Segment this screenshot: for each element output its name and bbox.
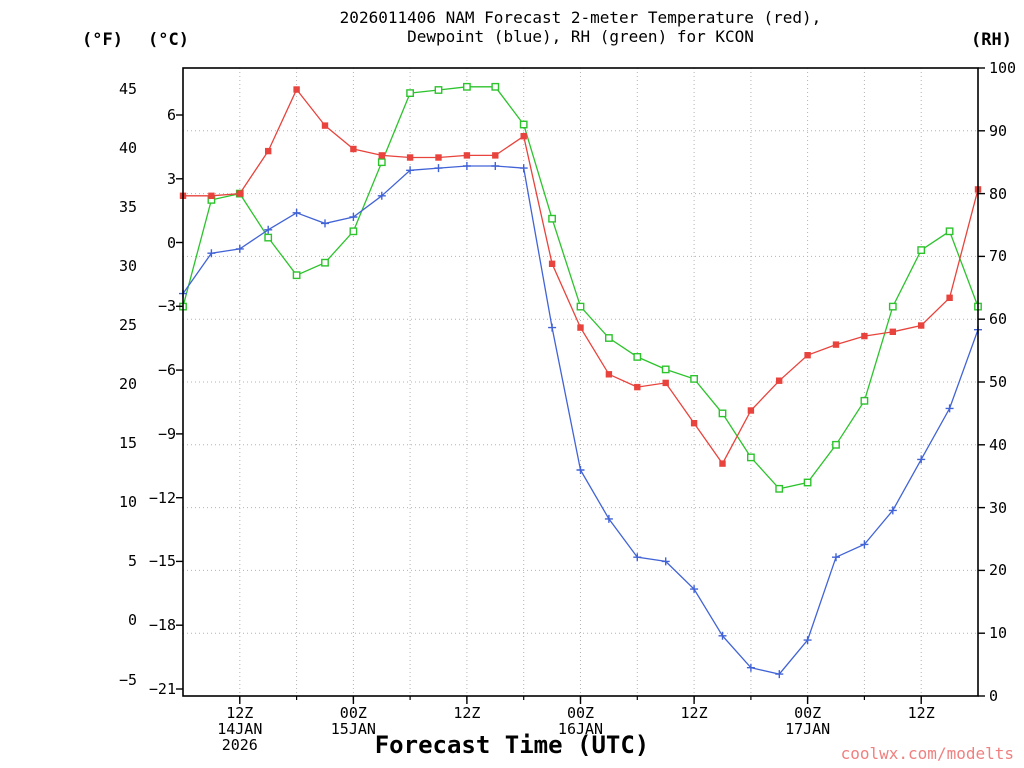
time-tick-label: 12Z — [226, 704, 254, 722]
time-tick-label: 12Z — [453, 704, 481, 722]
rh-tick-label: 70 — [989, 247, 1008, 266]
rh-tick-label: 30 — [989, 498, 1008, 517]
fahrenheit-tick-label: 30 — [118, 257, 137, 276]
fahrenheit-tick-label: 35 — [118, 198, 137, 217]
time-tick-label: 00Z — [794, 704, 822, 722]
date-label: 16JAN — [557, 720, 604, 738]
chart-title-line1: 2026011406 NAM Forecast 2-meter Temperat… — [339, 8, 822, 27]
watermark: coolwx.com/modelts — [840, 744, 1014, 763]
time-tick-label: 00Z — [566, 704, 595, 722]
fahrenheit-axis-label: (°F) — [82, 30, 123, 50]
chart-title-line2: Dewpoint (blue), RH (green) for KCON — [407, 27, 754, 46]
time-tick-label: 12Z — [680, 704, 708, 722]
celsius-axis-label: (°C) — [148, 30, 189, 50]
fahrenheit-tick-label: 15 — [118, 434, 137, 453]
year-label: 2026 — [221, 736, 258, 754]
rh-tick-label: 40 — [989, 435, 1008, 454]
celsius-tick-label: −18 — [148, 616, 176, 635]
time-tick-label: 12Z — [907, 704, 935, 722]
rh-tick-label: 10 — [989, 624, 1008, 643]
date-label: 15JAN — [330, 720, 376, 738]
celsius-tick-label: 6 — [166, 105, 176, 124]
celsius-tick-label: −15 — [148, 552, 176, 571]
fahrenheit-tick-label: 5 — [127, 552, 137, 571]
rh-tick-label: 50 — [989, 373, 1008, 391]
celsius-tick-label: −21 — [148, 679, 176, 698]
celsius-tick-label: −9 — [157, 424, 176, 443]
fahrenheit-tick-label: 0 — [127, 611, 137, 630]
fahrenheit-tick-label: 25 — [118, 316, 137, 335]
fahrenheit-tick-label: 20 — [118, 375, 137, 394]
celsius-tick-label: −6 — [157, 361, 176, 380]
celsius-tick-label: −12 — [148, 488, 176, 507]
rh-tick-label: 60 — [989, 310, 1008, 329]
rh-tick-label: 100 — [989, 59, 1017, 77]
x-axis-title: Forecast Time (UTC) — [374, 731, 650, 759]
fahrenheit-tick-label: −5 — [118, 670, 137, 689]
rh-axis-label: (RH) — [971, 30, 1012, 50]
date-label: 14JAN — [217, 720, 263, 738]
time-tick-label: 00Z — [339, 704, 367, 722]
rh-tick-label: 80 — [989, 184, 1008, 203]
celsius-tick-label: 3 — [166, 169, 176, 188]
celsius-tick-label: 0 — [166, 233, 176, 252]
celsius-tick-label: −3 — [157, 297, 176, 316]
fahrenheit-tick-label: 40 — [118, 139, 137, 158]
date-label: 17JAN — [785, 720, 831, 738]
rh-tick-label: 0 — [989, 687, 999, 705]
chart-title: 2026011406 NAM Forecast 2-meter Temperat… — [183, 8, 978, 46]
rh-tick-label: 20 — [989, 561, 1008, 580]
rh-tick-label: 90 — [989, 121, 1008, 140]
fahrenheit-tick-label: 10 — [118, 493, 137, 512]
fahrenheit-tick-label: 45 — [118, 79, 137, 98]
